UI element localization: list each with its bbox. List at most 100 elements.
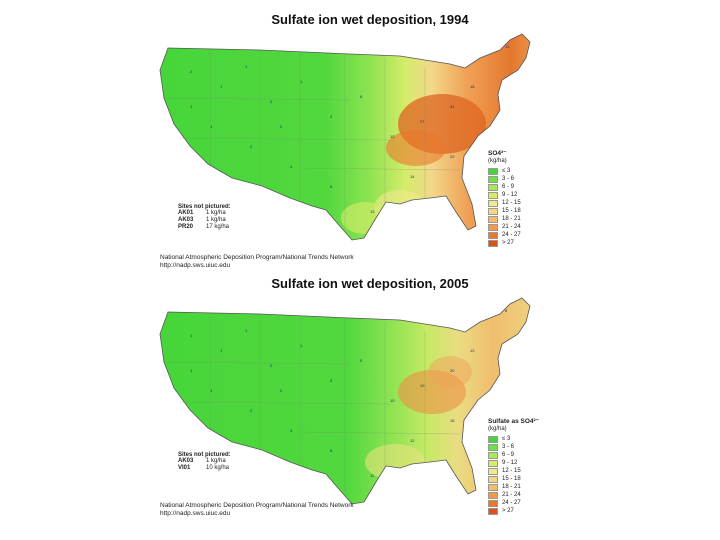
svg-text:14: 14	[410, 174, 415, 179]
legend-swatch	[488, 467, 498, 475]
svg-text:1: 1	[190, 104, 193, 109]
legend-item: 18 - 21	[488, 215, 568, 223]
svg-text:16: 16	[450, 418, 455, 423]
map-title: Sulfate ion wet deposition, 1994	[271, 12, 469, 27]
svg-text:1: 1	[245, 64, 248, 69]
legend-item: 12 - 15	[488, 199, 568, 207]
legend-swatch	[488, 459, 498, 467]
legend-label: 6 - 9	[502, 452, 515, 458]
site-id: VI01	[178, 465, 191, 471]
legend-item: 9 - 12	[488, 459, 568, 467]
svg-text:20: 20	[450, 368, 455, 373]
legend-title: SO4²⁻	[488, 150, 507, 157]
legend-title: Sulfate as SO4²⁻	[488, 418, 540, 425]
legend-swatch	[488, 199, 498, 207]
svg-text:2: 2	[190, 69, 193, 74]
site-row: AK03 1 kg/ha	[178, 458, 231, 465]
legend-swatch	[488, 507, 498, 515]
legend-item: 15 - 18	[488, 207, 568, 215]
svg-text:8: 8	[330, 184, 333, 189]
credit: National Atmospheric Deposition Program/…	[160, 254, 354, 270]
site-row: AK01 1 kg/ha	[178, 210, 231, 217]
legend-swatch	[488, 499, 498, 507]
svg-text:6: 6	[360, 94, 363, 99]
legend-label: 3 - 6	[502, 176, 515, 182]
sites-not-pictured: Sites not pictured: AK01 1 kg/ha AK03 1 kg/…	[178, 204, 231, 231]
legend-swatch	[488, 207, 498, 215]
svg-text:12: 12	[390, 134, 395, 139]
svg-text:8: 8	[505, 308, 508, 313]
site-id: AK03	[178, 458, 194, 464]
legend-label: 6 - 9	[502, 184, 515, 190]
legend-item: > 27	[488, 507, 568, 515]
map-title: Sulfate ion wet deposition, 2005	[271, 276, 469, 291]
svg-text:1: 1	[210, 124, 213, 129]
svg-text:3: 3	[330, 378, 333, 383]
legend-item: 18 - 21	[488, 483, 568, 491]
legend-label: 21 - 24	[502, 224, 521, 230]
site-row: PR20 17 kg/ha	[178, 224, 231, 231]
legend-item: 3 - 6	[488, 175, 568, 183]
legend-label: > 27	[502, 240, 514, 246]
legend-swatch	[488, 475, 498, 483]
legend-swatch	[488, 491, 498, 499]
legend-label: 12 - 15	[502, 468, 521, 474]
svg-text:6: 6	[330, 448, 333, 453]
sites-not-pictured: Sites not pictured: AK03 1 kg/ha VI01 10 kg…	[178, 452, 231, 472]
svg-text:1: 1	[300, 343, 303, 348]
site-value: 17 kg/ha	[206, 224, 230, 230]
legend-item: > 27	[488, 239, 568, 247]
legend-label: 24 - 27	[502, 500, 521, 506]
map-legend: Sulfate as SO4²⁻ (kg/ha) ≤ 3 3 - 6 6 - 9 9 …	[488, 418, 568, 515]
legend-item: 12 - 15	[488, 467, 568, 475]
legend-item: 3 - 6	[488, 443, 568, 451]
credit-line: National Atmospheric Deposition Program/…	[160, 502, 354, 509]
svg-text:10: 10	[390, 398, 395, 403]
svg-text:2: 2	[270, 363, 273, 368]
svg-text:3: 3	[330, 114, 333, 119]
legend-unit: (kg/ha)	[488, 158, 507, 164]
svg-text:2: 2	[270, 99, 273, 104]
sites-title: Sites not pictured:	[178, 452, 231, 458]
legend-item: 6 - 9	[488, 183, 568, 191]
svg-text:1: 1	[220, 348, 223, 353]
svg-text:2: 2	[280, 388, 283, 393]
site-id: AK01	[178, 210, 194, 216]
legend-swatch	[488, 223, 498, 231]
legend-label: 9 - 12	[502, 460, 518, 466]
legend-label: ≤ 3	[502, 168, 511, 174]
credit: National Atmospheric Deposition Program/…	[160, 502, 354, 518]
svg-text:27: 27	[420, 119, 425, 124]
svg-text:2: 2	[250, 144, 253, 149]
site-id: AK03	[178, 217, 194, 223]
site-value: 1 kg/ha	[206, 217, 226, 223]
legend-item: 6 - 9	[488, 451, 568, 459]
legend-swatch	[488, 239, 498, 247]
legend-item: 15 - 18	[488, 475, 568, 483]
site-row: AK03 1 kg/ha	[178, 217, 231, 224]
credit-url: http://nadp.sws.uiuc.edu	[160, 262, 231, 269]
legend-label: 15 - 18	[502, 208, 521, 214]
svg-text:12: 12	[470, 348, 475, 353]
legend-label: 18 - 21	[502, 484, 521, 490]
legend-swatch	[488, 191, 498, 199]
legend-item: 9 - 12	[488, 191, 568, 199]
legend-label: 3 - 6	[502, 444, 515, 450]
legend-item: ≤ 3	[488, 167, 568, 175]
legend-swatch	[488, 175, 498, 183]
legend-item: ≤ 3	[488, 435, 568, 443]
map-legend: SO4²⁻ (kg/ha) ≤ 3 3 - 6 6 - 9 9 - 12 12 - 15…	[488, 150, 568, 247]
map-panel-1994: Sulfate ion wet deposition, 1994	[150, 0, 590, 270]
svg-text:4: 4	[290, 164, 293, 169]
legend-label: 12 - 15	[502, 200, 521, 206]
svg-text:3: 3	[290, 428, 293, 433]
legend-label: 15 - 18	[502, 476, 521, 482]
sites-title: Sites not pictured:	[178, 204, 231, 210]
legend-swatch	[488, 183, 498, 191]
svg-text:2: 2	[250, 408, 253, 413]
svg-text:19: 19	[420, 383, 425, 388]
legend-label: ≤ 3	[502, 436, 511, 442]
svg-text:13: 13	[505, 44, 510, 49]
